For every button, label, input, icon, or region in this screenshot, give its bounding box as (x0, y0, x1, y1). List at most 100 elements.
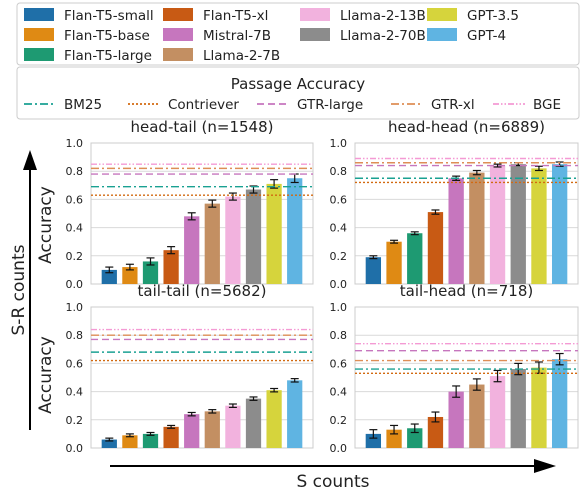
s-r-axis-label: S-R counts (9, 244, 29, 335)
legend-label-mistral-7b: Mistral-7B (203, 28, 271, 44)
y-axis-label-bottom: Accuracy (36, 336, 56, 414)
bar-flan-t5-small (365, 257, 382, 284)
panel-title: tail-head (n=718) (400, 282, 533, 300)
legend-swatch-flan-t5-large (24, 48, 54, 61)
bar-flan-t5-xl (427, 416, 444, 448)
legend-swatch-gpt-4 (427, 28, 457, 41)
passage-legend-title: Passage Accuracy (231, 75, 366, 93)
legend-label-flan-t5-large: Flan-T5-large (64, 48, 152, 64)
legend-swatch-llama-2-13b (300, 8, 330, 21)
panel-head-head-n-6889: head-head (n=6889) 0.0 0.2 0.4 0.6 0.8 1.0 (330, 118, 579, 291)
bar-gpt-4 (287, 178, 303, 284)
bar-gpt-4 (551, 164, 568, 284)
passage-legend-label-contriever: Contriever (168, 97, 239, 113)
legend-swatch-flan-t5-xl (163, 8, 193, 21)
legend-label-gpt-3-5: GPT-3.5 (467, 8, 519, 24)
y-tick-label: 0.8 (66, 165, 84, 178)
y-tick-label: 0.2 (330, 250, 348, 263)
y-tick-label: 0.0 (66, 442, 84, 455)
legend-swatch-llama-2-70b (300, 28, 330, 41)
y-tick-label: 0.2 (330, 414, 348, 427)
y-tick-label: 1.0 (66, 137, 84, 150)
bar-llama-2-70b (245, 189, 262, 284)
y-tick-label: 0.8 (330, 329, 348, 342)
bar-flan-t5-base (386, 241, 402, 284)
panel-tail-head-n-718: tail-head (n=718) 0.0 0.2 0.4 0.6 0.8 1.0 (330, 282, 579, 455)
bar-flan-t5-xl (427, 212, 444, 284)
bar-gpt-3-5 (531, 367, 547, 448)
y-tick-label: 0.6 (66, 357, 84, 370)
legend-label-flan-t5-xl: Flan-T5-xl (203, 8, 268, 24)
bar-mistral-7b (448, 391, 464, 448)
y-tick-label: 0.6 (330, 357, 348, 370)
passage-legend-label-gtr-large: GTR-large (297, 97, 363, 113)
legend-label-llama-2-70b: Llama-2-70B (340, 28, 426, 44)
legend-label-flan-t5-small: Flan-T5-small (64, 8, 154, 24)
legend-swatch-gpt-3-5 (427, 8, 457, 21)
legend-label-gpt-4: GPT-4 (467, 28, 506, 44)
bar-flan-t5-large (142, 433, 159, 448)
bar-llama-2-70b (245, 398, 262, 448)
y-tick-label: 0.0 (330, 278, 348, 291)
panel-head-tail-n-1548: head-tail (n=1548) 0.0 0.2 0.4 0.6 0.8 1.0 (66, 118, 314, 291)
y-tick-label: 0.0 (66, 278, 84, 291)
legend-label-flan-t5-base: Flan-T5-base (64, 28, 150, 44)
bar-flan-t5-xl (163, 250, 179, 284)
y-tick-label: 0.8 (66, 329, 84, 342)
bar-gpt-3-5 (266, 390, 282, 448)
bar-gpt-4 (551, 359, 568, 448)
y-axis-label-top: Accuracy (36, 186, 56, 264)
bar-llama-2-7b (469, 172, 485, 284)
y-tick-label: 0.2 (66, 414, 84, 427)
bar-gpt-3-5 (531, 168, 547, 284)
bar-llama-2-70b (510, 369, 526, 448)
bar-flan-t5-large (407, 233, 423, 284)
plot-frame (354, 142, 579, 285)
plot-frame (354, 306, 579, 449)
bar-gpt-3-5 (266, 183, 282, 284)
y-tick-label: 0.2 (66, 250, 84, 263)
bar-flan-t5-small (101, 269, 117, 284)
y-tick-label: 0.6 (330, 193, 348, 206)
bar-llama-2-7b (204, 411, 220, 448)
legend-label-llama-2-13b: Llama-2-13B (340, 8, 426, 24)
bar-gpt-4 (287, 380, 303, 448)
bar-llama-2-13b (489, 376, 506, 448)
passage-legend-box (16, 66, 580, 120)
legend-swatch-flan-t5-small (24, 8, 54, 21)
y-tick-label: 0.4 (66, 222, 84, 235)
legend-swatch-llama-2-7b (163, 48, 193, 61)
s-arrow-head (534, 459, 556, 473)
bar-flan-t5-large (142, 261, 159, 284)
passage-legend: BM25 Contriever GTR-large GTR-xl BGE (24, 97, 561, 113)
chart-panels: head-tail (n=1548)0.00.20.40.60.81.0head… (66, 118, 579, 455)
legend-swatch-flan-t5-base (24, 28, 54, 41)
panel-title: head-tail (n=1548) (131, 118, 274, 136)
bar-flan-t5-small (365, 433, 382, 448)
bar-llama-2-13b (489, 165, 506, 284)
panel-title: tail-tail (n=5682) (138, 282, 267, 300)
bar-llama-2-70b (510, 164, 526, 284)
y-tick-label: 0.4 (66, 386, 84, 399)
panel-title: head-head (n=6889) (388, 118, 545, 136)
y-tick-label: 1.0 (66, 301, 84, 314)
y-tick-label: 0.4 (330, 386, 348, 399)
y-tick-label: 0.8 (330, 165, 348, 178)
bar-flan-t5-base (122, 435, 138, 448)
s-r-arrow-head (23, 150, 37, 170)
bar-flan-t5-xl (163, 426, 179, 448)
bar-mistral-7b (448, 178, 464, 284)
passage-legend-label-bge: BGE (533, 97, 561, 113)
bar-flan-t5-large (407, 428, 423, 448)
y-tick-label: 0.4 (330, 222, 348, 235)
bar-llama-2-7b (469, 384, 485, 448)
bar-llama-2-13b (225, 196, 241, 284)
bar-llama-2-13b (225, 405, 241, 448)
bar-llama-2-7b (204, 203, 220, 284)
plot-frame (90, 306, 314, 449)
panel-tail-tail-n-5682: tail-tail (n=5682) 0.0 0.2 0.4 0.6 0.8 1.0 (66, 282, 314, 455)
bar-mistral-7b (184, 216, 200, 284)
bar-flan-t5-base (122, 267, 138, 284)
y-tick-label: 0.6 (66, 193, 84, 206)
